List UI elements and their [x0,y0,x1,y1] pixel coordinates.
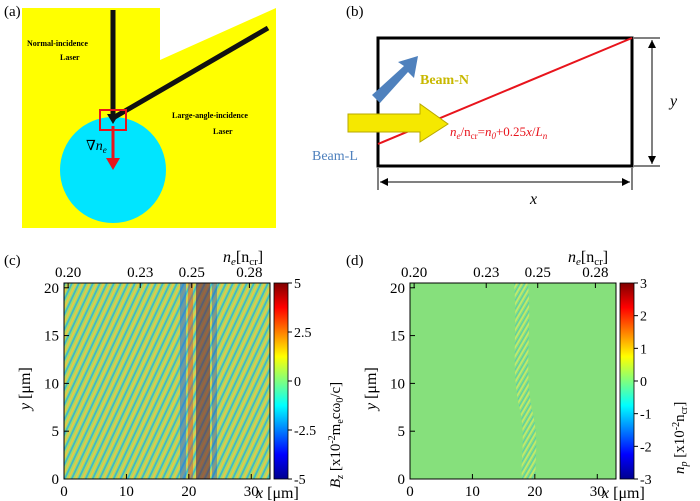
normal-laser-line1: Normal-incidence [27,39,88,48]
y-tick-label: 5 [52,424,60,440]
colorbar-tick-label: -3 [640,473,652,488]
y-tick-label: 15 [44,329,59,345]
colorbar-tick-label: 0 [294,375,301,390]
panel-b: (b) Beam-N Beam-L ne/ncr=n0+0.25x/Ln x y [312,4,678,208]
bz-band-3 [212,283,217,479]
x-dim-label: x [529,191,537,208]
d-y-axis-label: y [μm] [363,367,380,412]
c-colorbar [273,282,289,480]
y-dim-arrow-down-icon [648,156,656,164]
simulation-box [376,36,634,168]
angle-laser-line2: Laser [213,127,233,136]
gradient-arrow-head-icon [106,158,120,170]
angle-laser-line1: Large-angle-incidence [172,111,248,120]
colorbar-tick-label: -5 [294,473,306,488]
np-density-map [410,283,616,479]
grad-ne-label: ∇ne [86,139,107,155]
beam-l-label: Beam-L [312,149,358,164]
y-tick-label: 10 [390,376,405,392]
normal-laser-line2: Laser [60,53,80,62]
c-top-axis-label: ne[ncr] [223,249,263,268]
c-colorbar-label: Bz [x10-2mecω0/c] [327,382,346,488]
x-tick-label: 0 [60,484,68,500]
y-dim-arrow-up-icon [648,40,656,48]
panel-a: (a) Normal-incidence Laser Large-angle-i… [4,4,276,228]
x-dim-arrow-right-icon [622,178,630,186]
y-tick-label: 20 [390,281,405,297]
x-tick-label: 30 [244,484,259,500]
x-dim-arrow-left-icon [380,178,388,186]
colorbar-tick-label: -2 [640,440,652,455]
x-tick-label: 0 [406,484,414,500]
d-x-axis-label: x [μm] [601,485,645,501]
d-colorbar-label: np [x10-2ncr] [671,402,690,474]
y-tick-label: 5 [398,424,406,440]
colorbar-tick-label: 0 [640,375,647,390]
panel-b-label: (b) [346,4,364,20]
y-tick-label: 20 [44,281,59,297]
bz-field-map [64,283,270,479]
colorbar-tick-label: 5 [294,277,301,292]
x-tick-label: 10 [119,484,134,500]
top-tick-label: 0.20 [55,265,81,281]
plot-c-frame [63,282,271,480]
beam-n-label: Beam-N [420,73,469,88]
colorbar-tick-label: -1 [640,408,652,423]
yellow-target-block [22,8,160,128]
np-perturbation-band [514,283,537,479]
d-top-axis-label: ne[ncr] [568,249,608,268]
top-tick-label: 0.25 [179,265,205,281]
plot-d-frame [409,282,617,480]
colorbar-tick-label: -2.5 [294,424,316,439]
density-equation: ne/ncr=n0+0.25x/Ln [450,124,548,141]
x-tick-label: 20 [181,484,196,500]
y-tick-label: 10 [44,376,59,392]
c-colorbar-ticks: 5 2.5 0 -2.5 -5 [288,277,316,488]
bz-band-1 [180,283,186,479]
colorbar-tick-label: 2 [640,310,647,325]
colorbar-tick-label: 1 [640,342,647,357]
top-tick-label: 0.20 [401,265,427,281]
d-colorbar [619,282,635,480]
bz-band-2 [188,283,193,479]
top-tick-label: 0.23 [473,265,499,281]
focus-marker-icon [107,114,119,124]
y-tick-label: 0 [398,472,406,488]
c-x-axis-label: x [μm] [255,485,299,501]
y-dim-label: y [668,93,678,110]
colorbar-tick-label: 3 [640,277,647,292]
panel-c-label: (c) [4,253,21,269]
top-tick-label: 0.28 [582,265,608,281]
top-tick-label: 0.25 [525,265,551,281]
top-tick-label: 0.23 [127,265,153,281]
panel-d-label: (d) [346,253,364,269]
x-tick-label: 10 [465,484,480,500]
x-tick-label: 30 [590,484,605,500]
x-tick-label: 20 [527,484,542,500]
beam-n-arrow [347,103,449,143]
y-tick-label: 15 [390,329,405,345]
d-colorbar-ticks: 3 2 1 0 -1 -2 -3 [634,277,652,488]
colorbar-tick-label: 2.5 [294,326,312,341]
bz-resonance-band [196,283,210,479]
beam-l-arrow [372,56,418,103]
panel-a-label: (a) [4,4,21,20]
top-tick-label: 0.28 [236,265,262,281]
large-angle-beam [111,25,270,121]
c-y-axis-label: y [μm] [17,367,34,412]
y-tick-label: 0 [52,472,60,488]
